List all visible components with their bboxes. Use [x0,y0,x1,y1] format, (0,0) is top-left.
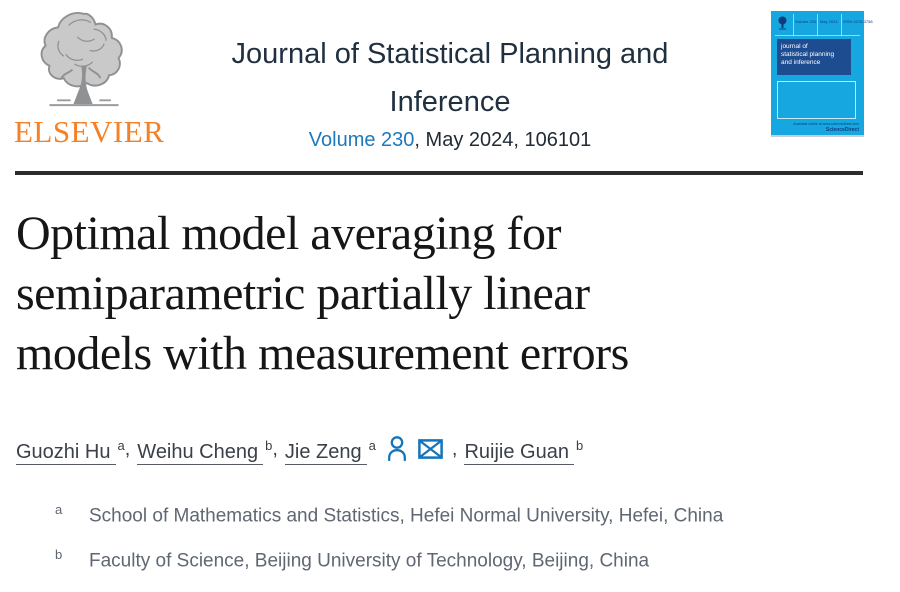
affiliation-sup: b [55,547,63,563]
author-separator: , [272,437,278,460]
cover-title-line2: statistical planning [781,51,835,58]
journal-cover-thumbnail[interactable]: Volume 230 May 2024 ISSN 0378-3758 journ… [771,11,873,137]
cover-sciencedirect-label: ScienceDirect [825,126,859,133]
author-profile-icon[interactable] [387,435,407,462]
volume-link[interactable]: Volume 230 [308,129,415,151]
author-affiliation-sup: a [117,438,125,453]
journal-title-line1[interactable]: Journal of Statistical Planning and [231,38,669,70]
issue-info: , May 2024, 106101 [414,129,592,151]
article-title-line3: models with measurement errors [16,327,629,380]
cover-footer: Available online at www.sciencedirect.co… [793,122,859,133]
cover-issn-label: ISSN 0378-3758 [843,19,873,24]
author-link-ruijie-guan[interactable]: Ruijie Guan b [464,428,583,470]
article-title-line2: semiparametric partially linear [16,267,590,320]
author-name[interactable]: Jie Zeng [284,440,367,465]
author-affiliation-sup: b [265,438,273,453]
author-link-weihu-cheng[interactable]: Weihu Cheng b [137,428,272,470]
authors-row: Guozhi Hu a , Weihu Cheng b , Jie Zeng a , … [16,428,583,470]
elsevier-logo-link[interactable]: ELSEVIER [14,8,165,150]
author-separator: , [124,437,131,460]
author-link-guozhi-hu[interactable]: Guozhi Hu a [16,428,125,470]
elsevier-wordmark: ELSEVIER [14,114,165,149]
journal-header: Journal of Statistical Planning and Infe… [150,30,750,152]
affiliation-text: Faculty of Science, Beijing University o… [89,550,650,572]
affiliation-sup: a [55,502,63,517]
author-name[interactable]: Weihu Cheng [137,440,264,465]
affiliation-b: b Faculty of Science, Beijing University … [55,535,723,580]
section-divider [15,171,863,175]
affiliations-list: a School of Mathematics and Statistics, H… [55,490,723,581]
author-affiliation-sup: b [575,438,584,453]
cover-elsevier-tree-icon [778,16,787,30]
author-name[interactable]: Guozhi Hu [16,440,116,465]
article-title: Optimal model averaging for semiparametr… [16,204,756,384]
cover-title-line3: and inference [781,59,821,66]
cover-volume-label: Volume 230 [795,19,817,24]
author-name[interactable]: Ruijie Guan [464,440,574,465]
volume-issue-line: Volume 230, May 2024, 106101 [150,129,750,152]
affiliation-text: School of Mathematics and Statistics, He… [89,505,724,527]
elsevier-tree-logo [36,8,132,112]
journal-title-line2[interactable]: Inference [389,86,511,118]
article-title-line1: Optimal model averaging for [16,207,562,260]
cover-date-label: May 2024 [820,19,838,24]
cover-footer-line: Available online at www.sciencedirect.co… [793,122,859,126]
cover-grid-line [793,14,794,36]
author-separator: , [451,437,458,460]
cover-title-line1: journal of [781,43,808,50]
author-affiliation-sup: a [368,438,376,453]
author-link-jie-zeng[interactable]: Jie Zeng a [284,428,376,470]
cover-inner-frame [777,81,856,119]
cover-grid-line [841,14,842,36]
envelope-icon[interactable] [418,438,443,459]
cover-grid-line [817,14,818,36]
cover-title-box: journal of statistical planning and infe… [777,39,851,75]
affiliation-a: a School of Mathematics and Statistics, H… [55,490,723,535]
